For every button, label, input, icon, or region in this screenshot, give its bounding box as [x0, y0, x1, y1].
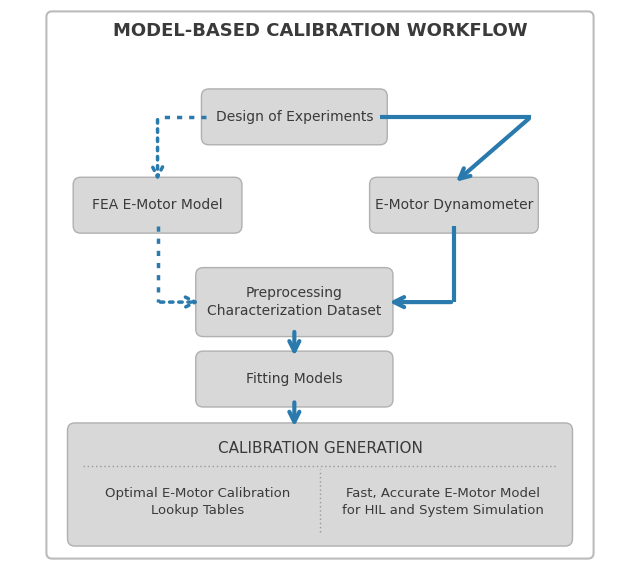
Text: Optimal E-Motor Calibration
Lookup Tables: Optimal E-Motor Calibration Lookup Table… [105, 487, 290, 518]
FancyBboxPatch shape [46, 11, 594, 559]
FancyBboxPatch shape [196, 268, 393, 336]
FancyBboxPatch shape [73, 177, 242, 233]
Text: CALIBRATION GENERATION: CALIBRATION GENERATION [218, 441, 422, 456]
Text: Fast, Accurate E-Motor Model
for HIL and System Simulation: Fast, Accurate E-Motor Model for HIL and… [342, 487, 543, 518]
Text: MODEL-BASED CALIBRATION WORKFLOW: MODEL-BASED CALIBRATION WORKFLOW [113, 22, 527, 40]
FancyBboxPatch shape [196, 351, 393, 407]
FancyBboxPatch shape [202, 89, 387, 145]
Text: Fitting Models: Fitting Models [246, 372, 342, 386]
Text: FEA E-Motor Model: FEA E-Motor Model [92, 198, 223, 212]
FancyBboxPatch shape [67, 423, 573, 546]
FancyBboxPatch shape [369, 177, 538, 233]
Text: Design of Experiments: Design of Experiments [216, 110, 373, 124]
Text: E-Motor Dynamometer: E-Motor Dynamometer [375, 198, 533, 212]
Text: Preprocessing
Characterization Dataset: Preprocessing Characterization Dataset [207, 286, 381, 318]
